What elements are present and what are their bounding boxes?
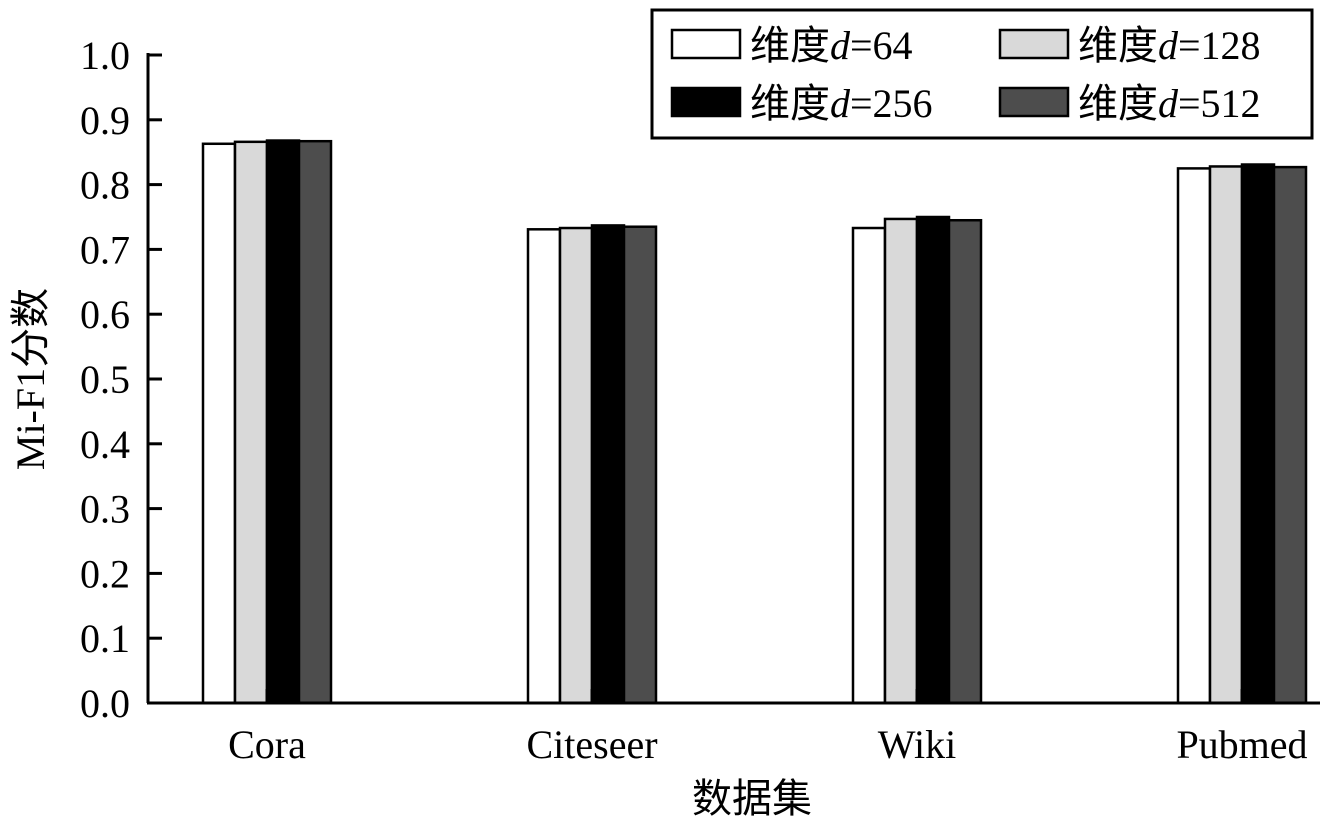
bar-wiki-4	[947, 218, 983, 705]
bars	[201, 139, 1308, 705]
x-tick-label: Wiki	[878, 722, 956, 767]
legend-swatch	[998, 28, 1070, 60]
y-tick-label: 0.4	[80, 422, 130, 467]
legend-label: 维度d=512	[1078, 81, 1261, 126]
legend-swatch	[670, 28, 742, 60]
x-tick-label: Pubmed	[1176, 722, 1307, 767]
y-tick-label: 0.9	[80, 98, 130, 143]
bar-citeseer-3	[590, 224, 626, 705]
legend-swatch	[670, 86, 742, 118]
bar-cora-4	[297, 139, 333, 705]
y-tick-label: 0.8	[80, 163, 130, 208]
bar-pubmed-4	[1272, 165, 1308, 705]
bar-cora-3	[265, 139, 301, 705]
y-tick-label: 1.0	[80, 33, 130, 78]
x-axis-title: 数据集	[692, 776, 812, 821]
x-tick-label: Citeseer	[526, 722, 657, 767]
y-tick-label: 0.0	[80, 681, 130, 726]
bar-pubmed-2	[1208, 165, 1244, 705]
x-ticks: Cora Citeseer Wiki Pubmed	[228, 689, 1308, 767]
bar-wiki-3	[915, 215, 951, 705]
y-ticks: 0.0 0.1 0.2 0.3 0.4 0.5 0.6 0.7 0.8 0.9 1.0	[80, 33, 162, 726]
legend: 维度d=64 维度d=128 维度d=256 维度d=512	[650, 8, 1314, 140]
y-axis-title: Mi-F1分数	[8, 288, 53, 470]
legend-label: 维度d=128	[1078, 23, 1261, 68]
y-tick-label: 0.3	[80, 487, 130, 532]
legend-swatch	[998, 86, 1070, 118]
bar-cora-1	[201, 142, 237, 705]
legend-label: 维度d=64	[750, 23, 913, 68]
legend-label: 维度d=256	[750, 81, 933, 126]
bar-citeseer-1	[526, 228, 562, 705]
bar-wiki-2	[883, 217, 919, 705]
bar-cora-2	[233, 140, 269, 705]
y-tick-label: 0.5	[80, 357, 130, 402]
x-tick-label: Cora	[228, 722, 306, 767]
y-tick-label: 0.2	[80, 551, 130, 596]
legend-box	[650, 8, 1314, 140]
y-tick-label: 0.6	[80, 292, 130, 337]
y-tick-label: 0.1	[80, 616, 130, 661]
bar-citeseer-2	[558, 226, 594, 705]
bar-pubmed-1	[1176, 167, 1212, 705]
bar-pubmed-3	[1240, 163, 1276, 705]
bar-citeseer-4	[622, 225, 658, 705]
bar-wiki-1	[851, 226, 887, 705]
y-tick-label: 0.7	[80, 227, 130, 272]
